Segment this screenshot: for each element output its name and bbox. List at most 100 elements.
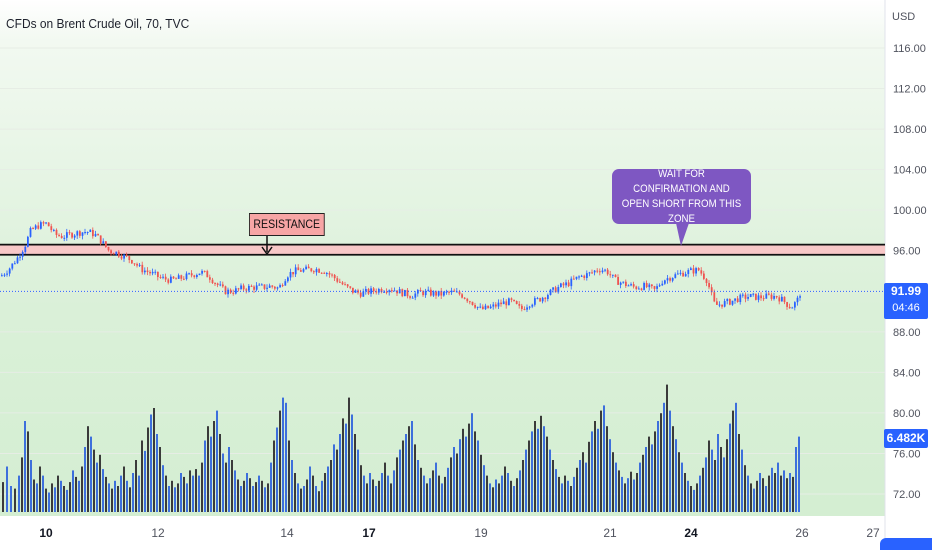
volume-bar bbox=[387, 475, 389, 512]
volume-bar bbox=[537, 428, 539, 512]
volume-bar bbox=[468, 423, 470, 512]
candle-body bbox=[562, 283, 565, 286]
candle-body bbox=[281, 285, 284, 287]
volume-bar bbox=[741, 449, 743, 512]
candle-body bbox=[677, 273, 679, 275]
volume-bar bbox=[441, 483, 443, 512]
volume-bar bbox=[534, 421, 536, 512]
candle-body bbox=[198, 273, 201, 275]
volume-bar bbox=[315, 486, 317, 512]
volume-bar bbox=[474, 431, 476, 512]
volume-bar bbox=[132, 473, 134, 512]
volume-bar bbox=[549, 449, 551, 512]
volume-bar bbox=[450, 457, 452, 512]
candle-body bbox=[141, 264, 144, 273]
volume-bar bbox=[111, 488, 113, 512]
candle-body bbox=[749, 294, 752, 298]
volume-bar bbox=[618, 470, 620, 512]
candle-body bbox=[11, 263, 14, 269]
candle-body bbox=[271, 285, 274, 287]
candle-body bbox=[794, 302, 796, 308]
volume-bar bbox=[222, 453, 224, 512]
candle-body bbox=[354, 290, 357, 293]
candle-body bbox=[151, 271, 154, 274]
volume-bar bbox=[762, 478, 764, 512]
volume-bar bbox=[639, 462, 641, 512]
candle-body bbox=[710, 287, 713, 293]
volume-bar bbox=[180, 473, 182, 512]
candle-body bbox=[328, 273, 331, 275]
candle-body bbox=[791, 307, 794, 309]
candle-body bbox=[739, 294, 742, 303]
candle-body bbox=[643, 283, 645, 290]
candle-body bbox=[695, 268, 697, 274]
volume-bar bbox=[165, 475, 167, 512]
volume-bar bbox=[738, 434, 740, 512]
candle-body bbox=[105, 241, 107, 247]
candle-body bbox=[393, 290, 396, 292]
candle-body bbox=[138, 264, 141, 266]
y-tick-label: 100.00 bbox=[893, 205, 927, 217]
candle-body bbox=[136, 263, 138, 266]
candle-body bbox=[580, 275, 583, 277]
candle-body bbox=[656, 286, 658, 289]
candle-body bbox=[219, 284, 222, 286]
volume-bar bbox=[486, 475, 488, 512]
candle-body bbox=[609, 274, 612, 276]
volume-bar bbox=[423, 475, 425, 512]
candle-body bbox=[747, 297, 749, 299]
candle-body bbox=[463, 297, 466, 299]
candle-body bbox=[768, 293, 770, 295]
trade-note-callout[interactable]: WAIT FOR CONFIRMATION AND OPEN SHORT FRO… bbox=[612, 168, 751, 225]
candle-body bbox=[19, 256, 21, 258]
candle-body bbox=[170, 276, 172, 283]
volume-bar bbox=[510, 480, 512, 512]
candle-body bbox=[679, 272, 682, 274]
volume-bar bbox=[240, 486, 242, 512]
x-tick-label: 14 bbox=[280, 526, 294, 540]
candle-body bbox=[775, 295, 778, 298]
volume-bar bbox=[582, 452, 584, 512]
volume-bar bbox=[417, 460, 419, 512]
volume-bar bbox=[99, 454, 101, 512]
candle-body bbox=[521, 305, 523, 309]
candle-body bbox=[427, 289, 430, 291]
candle-body bbox=[14, 263, 16, 265]
resistance-label[interactable]: RESISTANCE bbox=[249, 213, 325, 236]
volume-bar bbox=[177, 483, 179, 512]
volume-bar bbox=[300, 488, 302, 512]
candle-body bbox=[690, 268, 692, 270]
candle-body bbox=[128, 256, 131, 261]
candle-body bbox=[222, 284, 224, 287]
volume-bar bbox=[429, 478, 431, 512]
candle-body bbox=[570, 278, 573, 287]
volume-bar bbox=[369, 473, 371, 512]
volume-bar bbox=[198, 475, 200, 512]
candle-body bbox=[599, 271, 601, 273]
candle-body bbox=[318, 269, 320, 273]
volume-bar bbox=[573, 476, 575, 512]
candle-body bbox=[591, 272, 593, 274]
volume-bar bbox=[714, 460, 716, 512]
candle-body bbox=[773, 295, 775, 299]
volume-bar bbox=[705, 457, 707, 512]
volume-bar bbox=[225, 462, 227, 512]
candle-body bbox=[713, 292, 716, 302]
volume-bar bbox=[10, 486, 12, 512]
volume-bar bbox=[63, 486, 65, 512]
candle-body bbox=[326, 273, 328, 275]
tradingview-logo[interactable] bbox=[880, 538, 932, 550]
candle-body bbox=[471, 301, 474, 305]
candle-body bbox=[92, 229, 94, 237]
candle-body bbox=[193, 275, 196, 277]
candle-body bbox=[450, 290, 453, 293]
candle-body bbox=[16, 257, 19, 264]
volume-bar bbox=[201, 462, 203, 512]
volume-bar bbox=[540, 415, 542, 512]
candle-body bbox=[279, 285, 281, 288]
volume-bar bbox=[732, 410, 734, 512]
volume-bar bbox=[33, 479, 35, 512]
volume-bar bbox=[303, 486, 305, 512]
volume-bar bbox=[66, 489, 68, 512]
